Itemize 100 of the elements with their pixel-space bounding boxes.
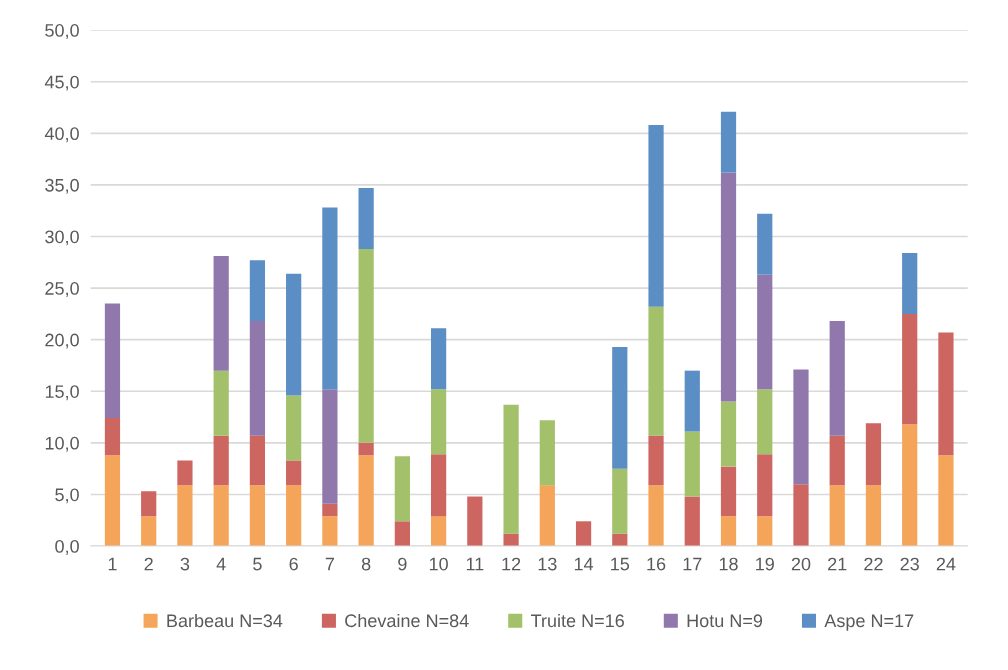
bar — [322, 516, 338, 547]
bar — [177, 460, 193, 486]
x-tick-label: 4 — [216, 557, 226, 571]
bar — [286, 273, 302, 396]
bar — [684, 370, 700, 432]
y-tick-label: 40,0 — [44, 127, 79, 143]
bar — [757, 454, 773, 517]
bar — [938, 455, 954, 547]
bar — [358, 188, 374, 249]
bar — [829, 321, 845, 436]
bar — [394, 456, 410, 522]
bar — [322, 389, 338, 504]
bar — [141, 516, 157, 547]
x-tick-label: 13 — [538, 557, 557, 571]
x-tick-label: 16 — [647, 557, 666, 571]
bar — [430, 454, 447, 517]
bar — [539, 420, 555, 486]
bar — [720, 466, 737, 517]
bar — [213, 435, 229, 486]
bar — [648, 125, 664, 307]
bar — [104, 418, 121, 456]
legend-label: Aspe N=17 — [824, 614, 914, 631]
bar — [430, 328, 447, 390]
bar — [286, 485, 302, 547]
bar — [394, 521, 410, 547]
bar — [358, 248, 374, 443]
bar — [720, 516, 737, 547]
x-tick-label: 3 — [180, 557, 190, 571]
x-tick-label: 10 — [429, 557, 448, 571]
bar — [322, 207, 338, 390]
bar — [648, 306, 664, 436]
bar — [503, 533, 519, 547]
bar — [902, 424, 918, 547]
bar — [720, 111, 737, 173]
y-tick-label: 50,0 — [45, 24, 79, 39]
x-tick-label: 5 — [253, 557, 262, 571]
bar — [249, 321, 266, 436]
bar — [865, 485, 882, 547]
x-tick-label: 14 — [574, 557, 594, 571]
bar — [249, 485, 266, 547]
y-tick-label: 30,0 — [45, 230, 79, 246]
bar — [902, 313, 918, 425]
bar — [648, 485, 664, 547]
bar — [612, 468, 628, 534]
bar — [358, 442, 374, 456]
bar — [757, 213, 773, 275]
bar — [720, 401, 737, 467]
x-tick-label: 9 — [398, 557, 407, 571]
legend-label: Barbeau N=34 — [167, 613, 283, 628]
bar — [467, 496, 483, 547]
y-tick-label: 20,0 — [45, 333, 79, 349]
y-tick-label: 5,0 — [55, 488, 79, 504]
x-tick-label: 18 — [719, 557, 738, 571]
x-tick-label: 11 — [466, 557, 484, 571]
bar — [902, 253, 918, 314]
bar — [648, 435, 664, 486]
bar — [213, 485, 229, 547]
x-tick-label: 19 — [756, 557, 774, 571]
y-tick-label: 35,0 — [45, 178, 79, 194]
y-tick-label: 0,0 — [55, 539, 79, 555]
x-tick-label: 20 — [791, 557, 811, 571]
x-tick-label: 21 — [828, 557, 847, 571]
bar — [793, 484, 809, 547]
bar — [865, 423, 882, 486]
bar — [249, 260, 266, 322]
bar — [757, 516, 773, 547]
bar — [249, 435, 266, 486]
x-tick-label: 23 — [900, 557, 919, 571]
bar — [322, 503, 338, 517]
x-tick-label: 8 — [361, 557, 371, 571]
bar — [286, 395, 302, 461]
legend-label: Chevaine N=84 — [345, 613, 469, 628]
x-tick-label: 22 — [864, 557, 883, 571]
x-tick-label: 2 — [144, 557, 153, 571]
bar — [757, 274, 773, 390]
x-tick-label: 15 — [611, 557, 630, 571]
y-tick-label: 45,0 — [44, 75, 79, 91]
bar — [358, 455, 374, 547]
bar — [720, 172, 737, 402]
bar — [430, 516, 447, 547]
bar — [539, 485, 555, 547]
bar — [829, 435, 845, 486]
bar — [684, 431, 700, 497]
x-tick-label: 17 — [683, 557, 702, 571]
x-tick-label: 7 — [325, 557, 335, 571]
bar — [684, 496, 700, 547]
legend-label: Truite N=16 — [531, 613, 624, 628]
bar — [938, 332, 954, 456]
bar — [829, 485, 845, 547]
x-tick-label: 12 — [502, 557, 521, 571]
x-tick-label: 24 — [936, 557, 956, 571]
bar — [503, 404, 519, 534]
bar — [141, 491, 157, 517]
bar — [793, 369, 809, 485]
bar — [177, 485, 193, 547]
bar — [430, 389, 447, 455]
bar — [213, 370, 229, 436]
bar — [104, 303, 121, 419]
bar — [213, 256, 229, 371]
bar — [104, 455, 121, 547]
